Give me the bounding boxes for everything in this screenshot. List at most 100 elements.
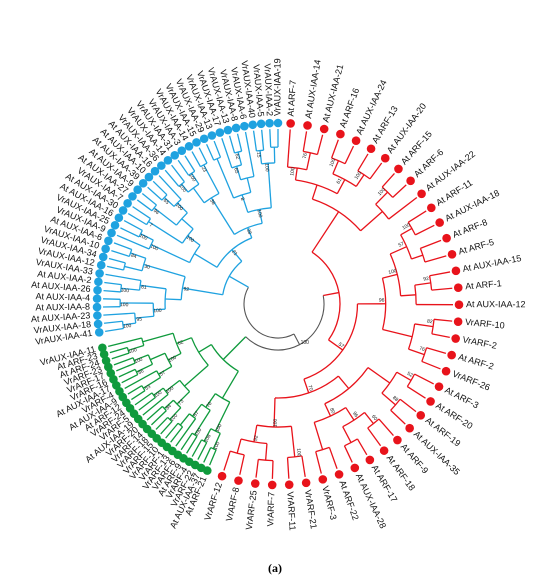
branch-arc <box>178 181 185 187</box>
bootstrap-value: 100 <box>194 427 204 437</box>
bootstrap-value: 96 <box>379 298 385 304</box>
leaf-dot <box>94 277 103 287</box>
bootstrap-value: 65 <box>162 198 170 206</box>
branch-line <box>194 253 218 268</box>
branch-line <box>170 426 184 443</box>
branch-line <box>411 254 424 260</box>
leaf-label: At ARF-7 <box>285 80 298 117</box>
bootstrap-value: 100 <box>120 302 129 308</box>
leaf-dot <box>318 475 328 484</box>
branch-line <box>116 362 136 372</box>
leaf-dot <box>96 260 106 270</box>
branch-arc <box>400 234 413 260</box>
branch-arc <box>357 170 371 180</box>
leaf-dot <box>303 121 312 130</box>
branch-arc <box>240 175 255 181</box>
branch-line <box>141 192 157 206</box>
leaf-label: At ARF-8 <box>451 217 489 240</box>
branch-arc <box>175 212 188 226</box>
branch-line <box>165 298 182 301</box>
root-stem <box>228 275 249 288</box>
branch-line <box>408 348 425 356</box>
leaf-dot <box>99 349 109 359</box>
bootstrap-value: 70 <box>306 384 314 391</box>
leaf-label: At AUX-IAA-8 <box>35 302 90 313</box>
branch-line <box>135 315 154 319</box>
leaf-dot <box>215 128 225 137</box>
bootstrap-value: 84 <box>130 253 137 261</box>
bootstrap-value: 76 <box>205 401 213 409</box>
branch-arc <box>431 319 435 335</box>
bootstrap-value: 96 <box>152 208 160 216</box>
branch-line <box>382 273 398 279</box>
bootstrap-value: 57 <box>159 370 167 378</box>
branch-line <box>267 163 272 208</box>
leaf-dot <box>454 300 464 310</box>
branch-arc <box>258 458 274 462</box>
branch-line <box>153 308 166 311</box>
root-stem <box>323 291 340 297</box>
bootstrap-value: 76 <box>418 346 425 354</box>
branch-line <box>106 265 124 271</box>
branch-line <box>315 451 322 474</box>
branch-line <box>118 368 136 378</box>
branch-arc <box>421 347 428 362</box>
branch-line <box>116 234 150 250</box>
branch-line <box>381 172 395 188</box>
bootstrap-value: 108 <box>203 433 212 443</box>
branch-line <box>105 273 142 282</box>
branch-line <box>104 281 122 286</box>
leaf-dot <box>150 166 160 176</box>
bootstrap-value: 100 <box>153 390 163 400</box>
branch-line <box>103 320 123 324</box>
branch-line <box>252 130 258 152</box>
branch-line <box>111 352 130 360</box>
branch-line <box>367 427 382 447</box>
leaf-dot <box>138 178 148 188</box>
branch-arc <box>222 260 243 295</box>
leaf-label: VrARF-12 <box>202 481 224 522</box>
branch-line <box>236 438 242 454</box>
leaf-markers <box>92 118 464 490</box>
branch-arc <box>173 198 182 207</box>
branch-arc <box>324 367 369 405</box>
branch-line <box>286 129 291 168</box>
bootstrap-value: 7 <box>148 222 154 229</box>
branch-line <box>255 459 259 478</box>
branch-line <box>369 162 383 180</box>
branch-line <box>241 194 249 213</box>
branch-line <box>113 357 134 366</box>
branch-line <box>214 401 231 432</box>
branch-line <box>209 449 217 466</box>
branch-line <box>153 207 177 226</box>
bootstrap-value: 96 <box>351 411 359 419</box>
leaf-dot <box>248 120 258 130</box>
branch-arc <box>428 275 433 291</box>
leaf-dot <box>128 192 137 201</box>
branch-line <box>123 220 143 232</box>
branch-arc <box>210 344 239 372</box>
branch-arc <box>256 149 264 152</box>
bootstrap-value: 100 <box>138 233 148 242</box>
branch-arc <box>172 399 182 409</box>
leaf-dot <box>123 198 132 208</box>
branch-line <box>271 460 274 479</box>
leaf-dot <box>101 244 110 254</box>
branch-line <box>290 426 296 457</box>
leaf-dot <box>93 285 102 295</box>
branch-line <box>414 323 434 328</box>
leaf-label: At AUX-IAA-4 <box>35 291 90 303</box>
bootstrap-value: 95 <box>136 316 142 323</box>
leaf-dot <box>92 294 102 303</box>
bootstrap-value: 30 <box>144 264 151 271</box>
leaf-dot <box>94 328 104 337</box>
leaf-dot <box>447 249 457 259</box>
branch-arc <box>200 162 208 168</box>
branch-line <box>414 282 431 286</box>
branch-line <box>176 337 192 345</box>
branch-arc <box>134 313 137 324</box>
bootstrap-value: 100 <box>120 288 129 295</box>
leaf-dot <box>217 471 227 481</box>
bootstrap-value: 62 <box>233 153 240 160</box>
